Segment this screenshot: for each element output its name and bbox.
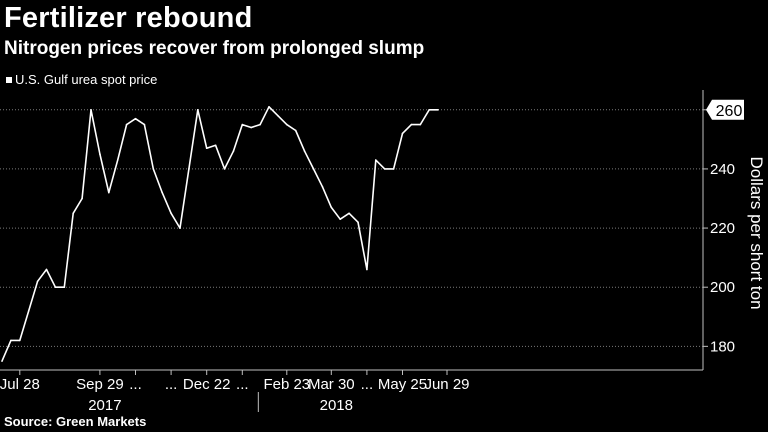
chart-subtitle: Nitrogen prices recover from prolonged s… (4, 38, 425, 59)
data-point (223, 168, 226, 170)
data-point (10, 339, 12, 342)
data-point (366, 268, 368, 271)
data-point (1, 360, 3, 362)
data-point (259, 123, 261, 126)
data-point (161, 191, 163, 194)
data-point (428, 108, 431, 111)
x-tick-label: ... (236, 376, 249, 393)
data-point (197, 108, 199, 111)
data-point (72, 212, 74, 215)
legend: U.S. Gulf urea spot price (6, 72, 157, 87)
source-note: Source: Green Markets (4, 414, 147, 429)
data-point (143, 123, 146, 126)
data-point (410, 123, 413, 126)
last-value-label: 260 (716, 103, 743, 120)
y-axis-title: Dollars per short ton (747, 156, 766, 309)
x-tick-label: Dec 22 (183, 376, 231, 393)
y-tick-label: 220 (710, 220, 735, 237)
series-line-urea (1, 106, 439, 362)
data-point (357, 221, 359, 223)
x-tick-label: Jul 28 (0, 376, 40, 393)
data-point (134, 117, 137, 120)
data-point (303, 150, 306, 152)
y-tick-label: 240 (710, 161, 735, 178)
data-point (232, 150, 235, 152)
data-point (214, 144, 217, 147)
data-point (152, 168, 155, 170)
data-point (277, 114, 279, 117)
data-point (99, 153, 101, 155)
year-label: 2018 (320, 397, 353, 414)
data-point (339, 218, 342, 220)
data-point (170, 212, 172, 215)
legend-label: U.S. Gulf urea spot price (15, 72, 158, 87)
data-point (348, 212, 350, 215)
data-point (437, 108, 439, 111)
data-point (375, 159, 377, 161)
data-point (205, 147, 208, 150)
data-point (36, 280, 39, 283)
data-point (321, 185, 324, 188)
data-point (392, 168, 395, 170)
data-point (330, 206, 333, 209)
data-point (116, 159, 119, 161)
data-point (419, 123, 422, 126)
data-point (268, 106, 270, 108)
data-point (81, 197, 83, 200)
data-point (108, 191, 110, 194)
year-label: 2017 (88, 397, 121, 414)
y-tick-label: 200 (710, 279, 735, 296)
data-point (241, 123, 244, 126)
y-tick-label: 180 (710, 338, 735, 355)
x-tick-label: ... (361, 376, 374, 393)
data-point (188, 168, 190, 170)
last-value-callout (706, 99, 744, 120)
data-point (90, 108, 92, 111)
data-point (54, 286, 57, 289)
x-tick-label: Feb 23 (263, 376, 310, 393)
data-point (27, 310, 30, 312)
data-point (45, 268, 48, 271)
x-tick-label: ... (165, 376, 178, 393)
x-tick-label: May 25 (378, 376, 427, 393)
chart-title: Fertilizer rebound (4, 2, 253, 34)
data-point (286, 123, 288, 126)
legend-swatch (6, 76, 12, 83)
data-point (63, 286, 66, 289)
x-tick-label: Jun 29 (424, 376, 469, 393)
data-point (294, 129, 297, 132)
data-point (179, 227, 181, 229)
data-point (383, 168, 386, 170)
x-tick-label: ... (129, 376, 142, 393)
data-point (125, 123, 128, 126)
data-point (250, 126, 252, 129)
x-tick-label: Mar 30 (308, 376, 355, 393)
data-point (312, 168, 315, 170)
data-point (19, 339, 21, 342)
x-tick-label: Sep 29 (76, 376, 124, 393)
data-point (401, 132, 404, 135)
